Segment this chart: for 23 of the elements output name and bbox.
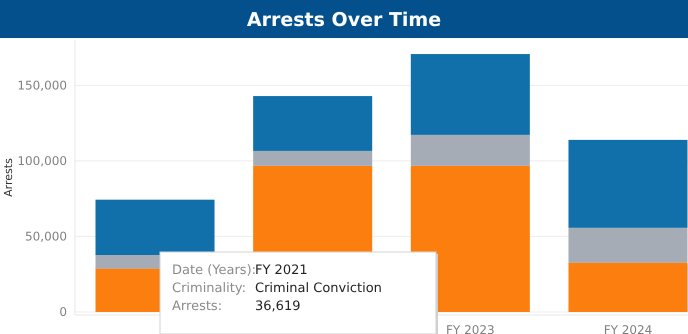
bar: [95, 200, 215, 256]
bar: [410, 54, 530, 135]
bar: [410, 134, 530, 166]
bar: [410, 166, 530, 312]
bar: [568, 228, 688, 263]
bar: [568, 140, 688, 228]
chart-title: Arrests Over Time: [246, 9, 442, 31]
x-tick-label: FY 2023: [446, 323, 495, 334]
y-tick-label: 50,000: [25, 230, 67, 244]
x-tick-label: FY 2024: [604, 323, 652, 334]
annotation: FY 2021: [255, 263, 308, 278]
bar: [568, 262, 688, 312]
y-tick-label: 150,000: [17, 78, 67, 93]
annotation: Date (Years):: [172, 263, 256, 278]
y-tick-label: 0: [59, 305, 67, 320]
y-tick-label: 100,000: [17, 154, 67, 168]
bar: [253, 150, 372, 166]
y-axis-title: Arrests: [2, 158, 15, 197]
bar: [253, 96, 372, 151]
annotation: 36,619: [255, 299, 300, 314]
annotation: Arrests:: [172, 299, 222, 314]
annotation: Criminal Conviction: [255, 281, 382, 296]
annotation: Criminality:: [172, 281, 246, 296]
